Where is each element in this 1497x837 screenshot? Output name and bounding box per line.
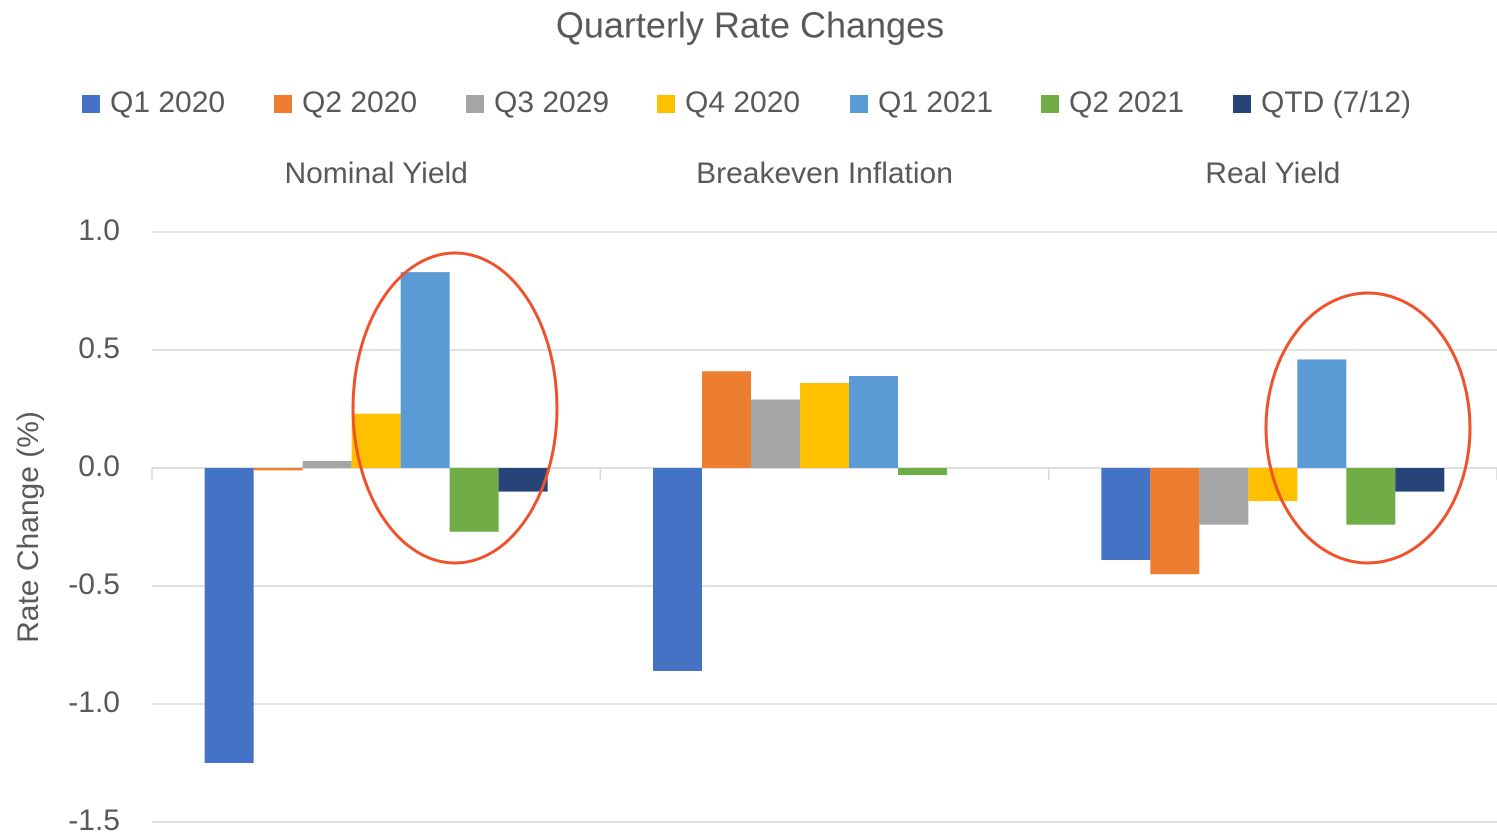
y-tick-label: 0.0 xyxy=(78,450,120,483)
bar xyxy=(1101,468,1151,561)
bar xyxy=(800,383,849,468)
bar xyxy=(1199,468,1249,525)
legend-swatch xyxy=(466,95,484,113)
legend-label: Q2 2020 xyxy=(302,86,417,119)
bar xyxy=(751,399,800,468)
legend-label: Q2 2021 xyxy=(1069,86,1184,119)
bar xyxy=(1346,468,1396,525)
highlight-ellipse xyxy=(1264,291,1472,565)
category-label: Breakeven Inflation xyxy=(696,157,953,190)
y-axis-label: Rate Change (%) xyxy=(12,411,45,643)
plot: 1.0 0.5 0.0 -0.5 -1.0 -1.5 Nominal Yield Breake… xyxy=(68,86,1497,837)
y-tick-label: -0.5 xyxy=(68,568,120,601)
y-tick-label: 0.5 xyxy=(78,332,120,365)
legend-swatch xyxy=(657,95,675,113)
legend-label: Q4 2020 xyxy=(685,86,800,119)
bar xyxy=(849,375,898,468)
y-tick-label: -1.5 xyxy=(68,804,120,837)
bar xyxy=(449,468,499,532)
legend-swatch xyxy=(850,95,868,113)
category-label: Nominal Yield xyxy=(284,157,467,190)
bar xyxy=(302,460,352,468)
legend-swatch xyxy=(274,95,292,113)
bar xyxy=(702,371,751,468)
y-tick-label: 1.0 xyxy=(78,214,120,247)
legend-label: QTD (7/12) xyxy=(1261,86,1411,119)
bar xyxy=(653,468,702,671)
bar xyxy=(898,468,947,476)
highlight-ellipse xyxy=(351,251,559,565)
legend-label: Q1 2021 xyxy=(878,86,993,119)
legend-swatch xyxy=(1233,95,1251,113)
bar xyxy=(498,468,548,492)
bar xyxy=(1297,359,1347,468)
bar xyxy=(1150,468,1200,575)
bar xyxy=(253,468,303,471)
bar xyxy=(1395,468,1445,492)
legend-label: Q3 2029 xyxy=(494,86,609,119)
chart-title: Quarterly Rate Changes xyxy=(556,5,944,46)
bar xyxy=(204,468,254,763)
legend-swatch xyxy=(82,95,100,113)
category-label: Real Yield xyxy=(1205,157,1340,190)
bar xyxy=(400,272,450,468)
legend-label: Q1 2020 xyxy=(110,86,225,119)
y-tick-label: -1.0 xyxy=(68,686,120,719)
legend-swatch xyxy=(1041,95,1059,113)
